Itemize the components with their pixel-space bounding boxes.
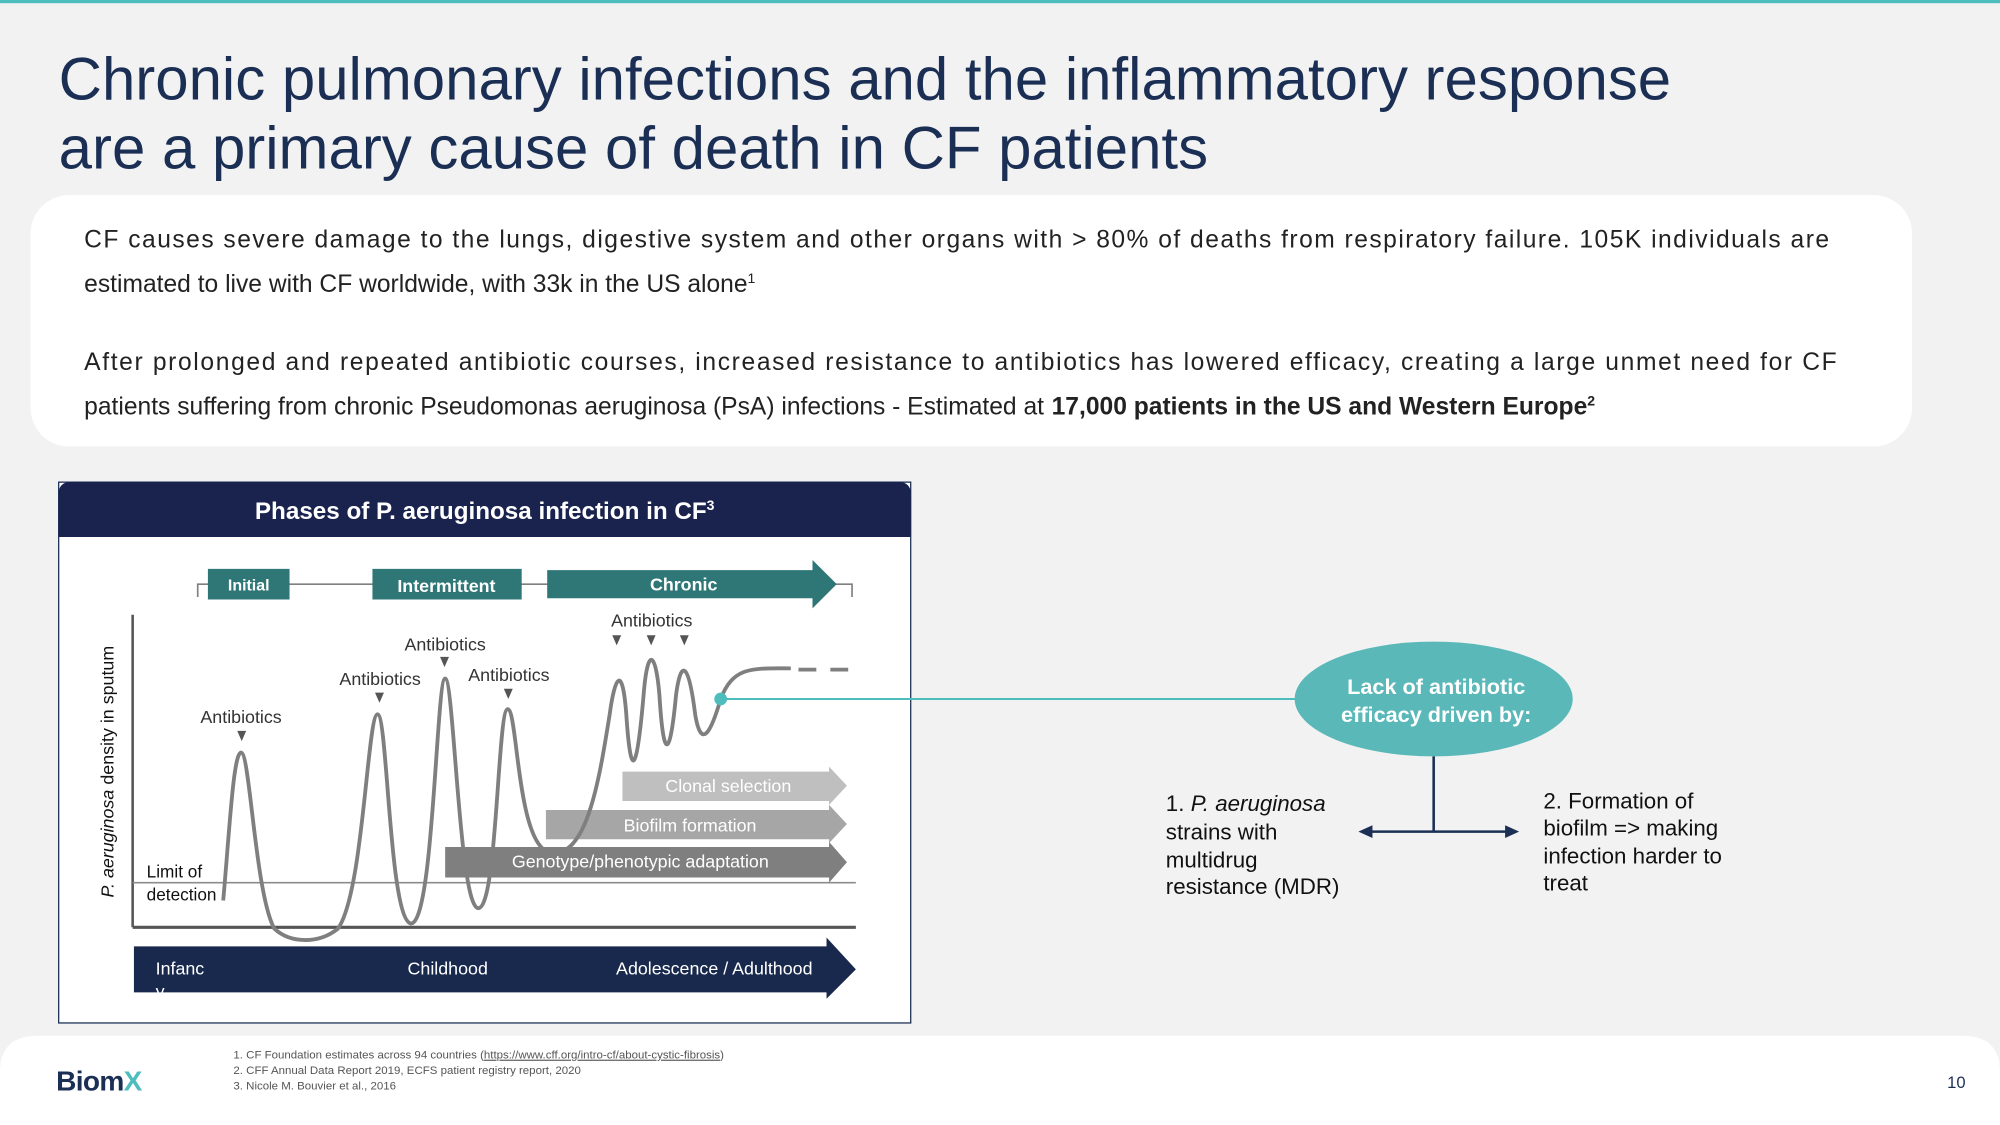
intro-line: After prolonged and repeated antibiotic … bbox=[84, 349, 1837, 376]
y-axis-label-text: density in sputum bbox=[98, 646, 118, 785]
mechanism-arrow bbox=[622, 766, 847, 805]
footnote: 1. CF Foundation estimates across 94 cou… bbox=[233, 1050, 724, 1062]
diagram-title: Phases of P. aeruginosa infection in CF3 bbox=[255, 497, 715, 525]
driver-item: 1. P. aeruginosa bbox=[1166, 791, 1326, 816]
diagram-title-text: Phases of P. aeruginosa infection in CF bbox=[255, 498, 707, 525]
footnote-ref: 1 bbox=[748, 270, 756, 286]
title-line: Chronic pulmonary infections and the inf… bbox=[59, 45, 1671, 112]
phase-arrow bbox=[547, 559, 837, 609]
driver-item: resistance (MDR) bbox=[1166, 874, 1340, 899]
intro-line: estimated to live with CF worldwide, wit… bbox=[84, 270, 755, 298]
life-stage-label: Infanc bbox=[156, 958, 205, 978]
limit-label: Limit of bbox=[147, 862, 203, 882]
footnote-link[interactable]: https://www.cff.org/intro-cf/about-cysti… bbox=[484, 1050, 721, 1062]
footnote-ref: 2 bbox=[1587, 393, 1595, 409]
antibiotics-label: Antibiotics bbox=[468, 665, 549, 685]
footnote: 2. CFF Annual Data Report 2019, ECFS pat… bbox=[233, 1065, 580, 1077]
driver-item: biofilm => making bbox=[1543, 815, 1718, 840]
mechanism-arrow bbox=[545, 804, 847, 844]
top-rule bbox=[0, 0, 2000, 4]
antibiotics-label: Antibiotics bbox=[339, 669, 420, 689]
footnote-text: 1. CF Foundation estimates across 94 cou… bbox=[233, 1050, 484, 1062]
footer-panel bbox=[0, 1035, 2000, 1125]
page-number: 10 bbox=[1947, 1073, 1965, 1092]
driver-number: 1. bbox=[1166, 791, 1185, 816]
driver-item: strains with bbox=[1166, 819, 1278, 844]
footnote: 3. Nicole M. Bouvier et al., 2016 bbox=[233, 1080, 396, 1092]
phase-box bbox=[372, 568, 522, 600]
life-stage-arrow bbox=[133, 937, 856, 999]
phase-label: Initial bbox=[228, 578, 270, 595]
title-line: are a primary cause of death in CF patie… bbox=[59, 114, 1208, 181]
driver-bubble bbox=[1294, 641, 1573, 757]
logo: BiomX bbox=[56, 1066, 143, 1097]
antibiotics-label: Antibiotics bbox=[611, 610, 692, 630]
y-axis-label-italic: P. aeruginosa bbox=[98, 790, 118, 898]
life-stage-label: y bbox=[156, 981, 165, 1001]
mechanism-label: Biofilm formation bbox=[624, 816, 757, 836]
driver-item: treat bbox=[1543, 870, 1588, 895]
intro-line: CF causes severe damage to the lungs, di… bbox=[84, 226, 1829, 253]
diagram-header bbox=[58, 482, 911, 537]
phase-bracket bbox=[196, 583, 853, 597]
driver-item: multidrug bbox=[1166, 847, 1258, 872]
diagram-panel bbox=[58, 481, 912, 1024]
antibiotics-label: Antibiotics bbox=[404, 635, 485, 655]
life-stage-label: Childhood bbox=[408, 958, 488, 978]
driver-item: infection harder to bbox=[1543, 844, 1722, 869]
antibiotics-label: Antibiotics bbox=[200, 707, 281, 727]
phase-label: Intermittent bbox=[397, 576, 495, 596]
intro-box bbox=[30, 195, 1912, 447]
driver-italic: P. aeruginosa bbox=[1191, 791, 1326, 816]
intro-text: patients suffering from chronic Pseudomo… bbox=[84, 394, 1044, 421]
footnote-ref: 3 bbox=[707, 497, 715, 513]
life-stage-label: Adolescence / Adulthood bbox=[616, 958, 812, 978]
footnote-text: ) bbox=[720, 1050, 724, 1062]
intro-line: patients suffering from chronic Pseudomo… bbox=[84, 393, 1595, 421]
logo-main: Biom bbox=[56, 1066, 124, 1097]
diagram: Initial Intermittent Chronic P. aerugino… bbox=[98, 559, 856, 1001]
phase-label: Chronic bbox=[650, 575, 717, 595]
limit-label: detection bbox=[147, 885, 217, 905]
density-curve bbox=[221, 658, 791, 942]
driver-item: 2. Formation of bbox=[1543, 789, 1694, 814]
y-axis-label: P. aeruginosa density in sputum bbox=[98, 646, 118, 898]
mechanism-label: Genotype/phenotypic adaptation bbox=[512, 851, 769, 871]
mechanism-label: Clonal selection bbox=[665, 776, 791, 796]
phase-box bbox=[207, 568, 290, 600]
bubble-text: efficacy driven by: bbox=[1341, 702, 1531, 727]
connector-dot bbox=[714, 692, 728, 706]
intro-text: estimated to live with CF worldwide, wit… bbox=[84, 271, 747, 298]
logo-accent: X bbox=[124, 1066, 143, 1097]
intro-bold: 17,000 patients in the US and Western Eu… bbox=[1052, 394, 1588, 421]
bubble-text: Lack of antibiotic bbox=[1347, 674, 1525, 699]
